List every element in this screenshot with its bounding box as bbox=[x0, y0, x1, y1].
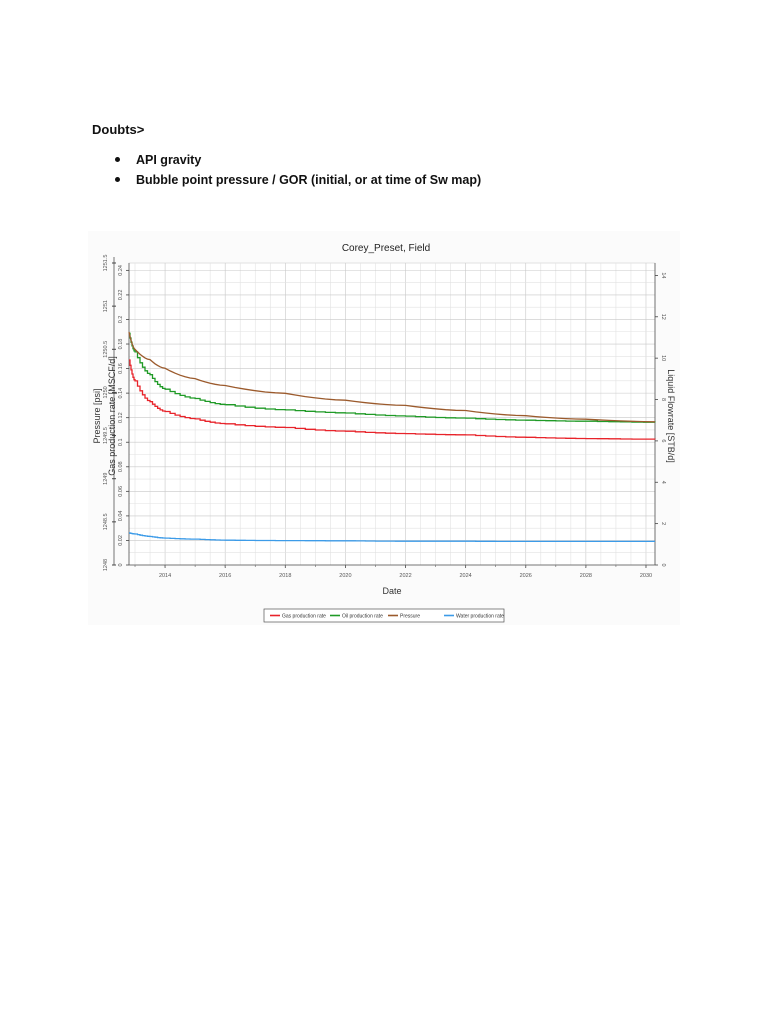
legend-box bbox=[263, 608, 505, 623]
pressure-axis-tick-label: 1248 bbox=[103, 559, 109, 571]
x-axis-tick-label: 2014 bbox=[159, 573, 171, 579]
plot-area bbox=[128, 262, 656, 566]
gas-axis-tick-label: 0.1 bbox=[118, 438, 124, 446]
pressure-axis-label: Pressure [psi] bbox=[92, 388, 102, 443]
gas-axis-tick-label: 0.02 bbox=[118, 535, 124, 546]
liquid-axis-tick-label: 0 bbox=[660, 563, 666, 566]
legend-label: Water production rate bbox=[456, 614, 504, 620]
x-axis-tick-label: 2028 bbox=[580, 573, 592, 579]
gas-axis-tick-label: 0.22 bbox=[118, 290, 124, 301]
gas-axis-tick-label: 0.12 bbox=[118, 412, 124, 423]
gas-axis-tick-label: 0 bbox=[118, 563, 124, 566]
pressure-axis-tick-label: 1249.5 bbox=[103, 427, 109, 444]
production-chart: 0 0.02 0.04 0.06 0.08 0.1 0.12 0.14 0.16 0.18 0.2 0… bbox=[88, 231, 680, 625]
liquid-axis-tick-label: 4 bbox=[660, 481, 666, 484]
gas-axis-tick-label: 0.14 bbox=[118, 388, 124, 399]
bullet-icon bbox=[115, 157, 120, 162]
gas-axis-tick-label: 0.2 bbox=[118, 316, 124, 324]
list-item: Bubble point pressure / GOR (initial, or… bbox=[112, 172, 481, 192]
pressure-axis-tick-label: 1251.5 bbox=[103, 255, 109, 272]
chart-legend: Gas production rate Oil production rate Pr… bbox=[263, 608, 505, 623]
chart-series bbox=[128, 331, 656, 543]
x-axis-tick-label: 2024 bbox=[460, 573, 472, 579]
liquid-axis-tick-label: 6 bbox=[660, 439, 666, 442]
gas-axis-tick-label: 0.16 bbox=[118, 363, 124, 374]
x-axis-label: Date bbox=[382, 586, 401, 596]
series-line-oil-production-rate bbox=[129, 332, 656, 423]
x-axis-tick-label: 2016 bbox=[219, 573, 231, 579]
series-line-water-production-rate bbox=[129, 532, 655, 543]
liquid-axis-tick-label: 8 bbox=[660, 398, 666, 401]
x-axis-tick-label: 2020 bbox=[339, 573, 351, 579]
series-line-gas-production-rate bbox=[129, 359, 656, 440]
list-item-text: API gravity bbox=[136, 153, 202, 167]
gas-axis-tick-label: 0.04 bbox=[118, 511, 124, 522]
gas-axis-tick-label: 0.06 bbox=[118, 486, 124, 497]
chart-axes: 0 0.02 0.04 0.06 0.08 0.1 0.12 0.14 0.16 0.18 0.2 0… bbox=[103, 255, 666, 579]
x-axis-tick-label: 2026 bbox=[520, 573, 532, 579]
pressure-axis-tick-label: 1249 bbox=[103, 473, 109, 485]
list-item: API gravity bbox=[112, 152, 481, 172]
list-item-text: Bubble point pressure / GOR (initial, or… bbox=[136, 173, 482, 187]
pressure-axis-tick-label: 1250 bbox=[103, 386, 109, 398]
gas-axis-tick-label: 0.24 bbox=[118, 265, 124, 276]
series-line-pressure bbox=[128, 331, 656, 423]
x-axis-tick-label: 2030 bbox=[640, 573, 652, 579]
legend-label: Pressure bbox=[400, 614, 420, 620]
liquid-axis-tick-label: 2 bbox=[660, 522, 666, 525]
legend-label: Gas production rate bbox=[282, 614, 326, 620]
gas-axis-tick-label: 0.08 bbox=[118, 461, 124, 472]
x-axis-tick-label: 2018 bbox=[279, 573, 291, 579]
chart-title: Corey_Preset, Field bbox=[342, 243, 430, 254]
liquid-axis-tick-label: 10 bbox=[660, 355, 666, 361]
doubts-heading: Doubts> bbox=[92, 122, 145, 137]
legend-label: Oil production rate bbox=[342, 614, 383, 620]
chart-grid bbox=[128, 262, 656, 566]
x-axis-tick-label: 2022 bbox=[399, 573, 411, 579]
liquid-axis-tick-label: 14 bbox=[660, 272, 666, 278]
liquid-axis-tick-label: 12 bbox=[660, 314, 666, 320]
liquid-axis-label: Liquid Flowrate [STB/d] bbox=[666, 369, 676, 463]
bullet-icon bbox=[115, 177, 120, 182]
pressure-axis-tick-label: 1248.5 bbox=[103, 513, 109, 530]
doubts-list: API gravity Bubble point pressure / GOR … bbox=[112, 152, 481, 192]
gas-axis-label: Gas production rate [MSCF/d] bbox=[107, 356, 117, 476]
pressure-axis-tick-label: 1250.5 bbox=[103, 341, 109, 358]
pressure-axis-tick-label: 1251 bbox=[103, 300, 109, 312]
chart-canvas: 0 0.02 0.04 0.06 0.08 0.1 0.12 0.14 0.16 0.18 0.2 0… bbox=[92, 243, 676, 623]
gas-axis-tick-label: 0.18 bbox=[118, 339, 124, 350]
